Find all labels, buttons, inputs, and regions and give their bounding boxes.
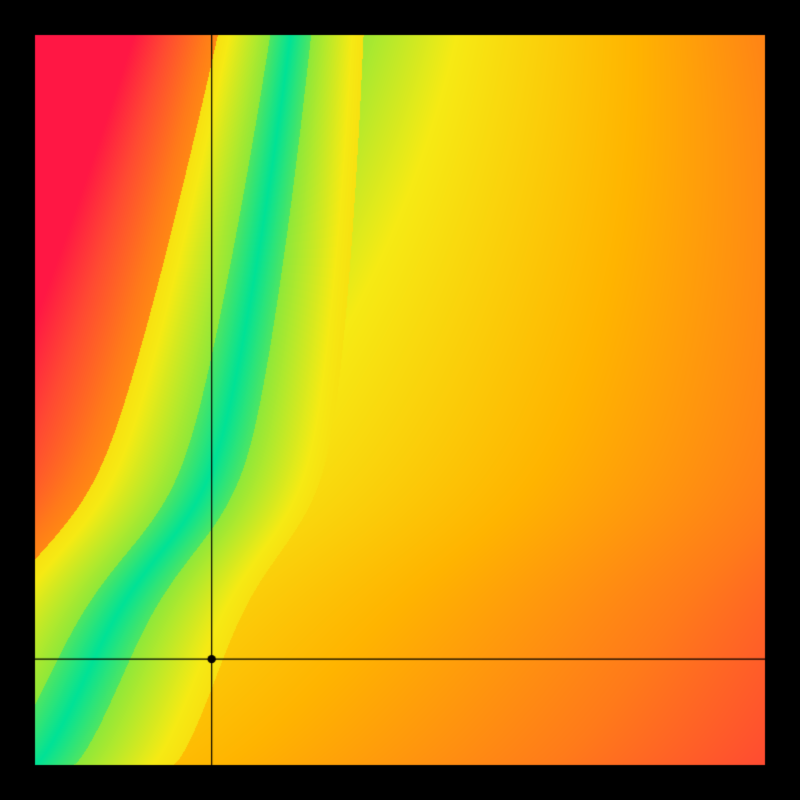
bottleneck-heatmap bbox=[0, 0, 800, 800]
chart-container: TheBottlenecker.com bbox=[0, 0, 800, 800]
